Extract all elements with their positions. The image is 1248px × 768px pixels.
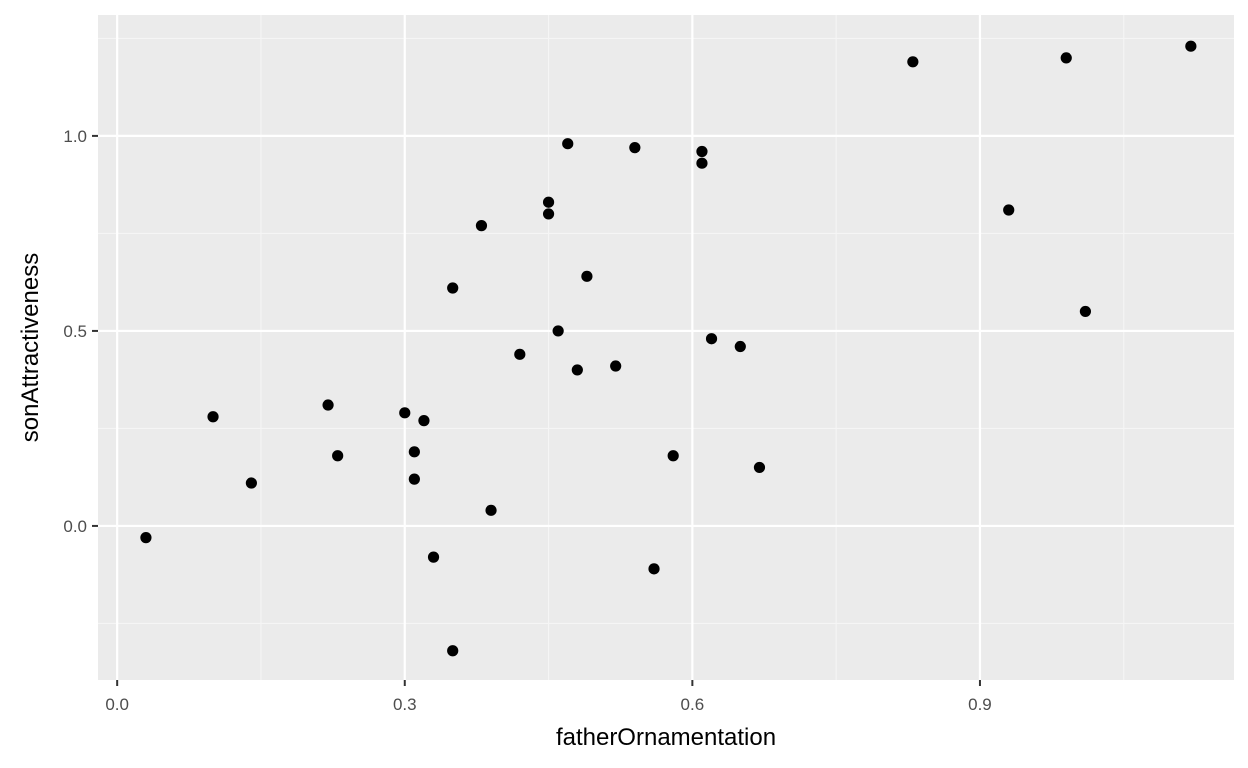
data-point [245,477,257,489]
data-point [427,551,440,563]
x-tick-label: 0.3 [393,695,417,714]
data-point [581,270,593,282]
data-point [629,142,641,154]
data-point [696,145,708,158]
major-gridlines [98,15,1234,680]
y-tick-label: 0.0 [63,517,87,536]
data-point [1060,52,1072,64]
data-point [667,450,679,462]
data-point [571,364,583,376]
data-points [140,40,1197,657]
data-point [1003,204,1015,216]
x-tick-label: 0.9 [968,695,992,714]
data-point [399,407,411,419]
x-axis-title: fatherOrnamentation [556,724,776,751]
data-point [322,399,334,411]
data-point [514,348,526,360]
plot-panel [98,15,1234,680]
y-axis-ticks: 0.0 0.5 1.0 [63,127,98,536]
data-point [734,340,746,353]
data-point [753,461,766,474]
y-tick-label: 1.0 [63,127,87,146]
data-point [485,504,497,516]
data-point [562,138,574,150]
data-point [447,282,459,294]
data-point [610,360,622,372]
data-point [648,563,660,575]
data-point [705,333,718,345]
y-tick-label: 0.5 [63,322,87,341]
data-point [207,411,219,423]
data-point [1185,40,1197,52]
data-point [907,56,919,68]
data-point [542,208,555,220]
minor-gridlines [98,15,1234,680]
y-axis-title: sonAttractiveness [17,253,44,442]
data-point [447,645,459,657]
data-point [408,473,420,485]
data-point [408,446,420,458]
data-point [542,196,555,208]
data-point [332,450,344,462]
data-point [418,415,430,427]
x-tick-label: 0.0 [105,695,129,714]
data-point [140,532,152,544]
data-point [1079,305,1092,318]
x-tick-label: 0.6 [681,695,705,714]
data-point [696,157,708,169]
x-axis-ticks: 0.0 0.3 0.6 0.9 [105,680,992,714]
data-point [552,325,564,337]
data-point [475,220,488,232]
